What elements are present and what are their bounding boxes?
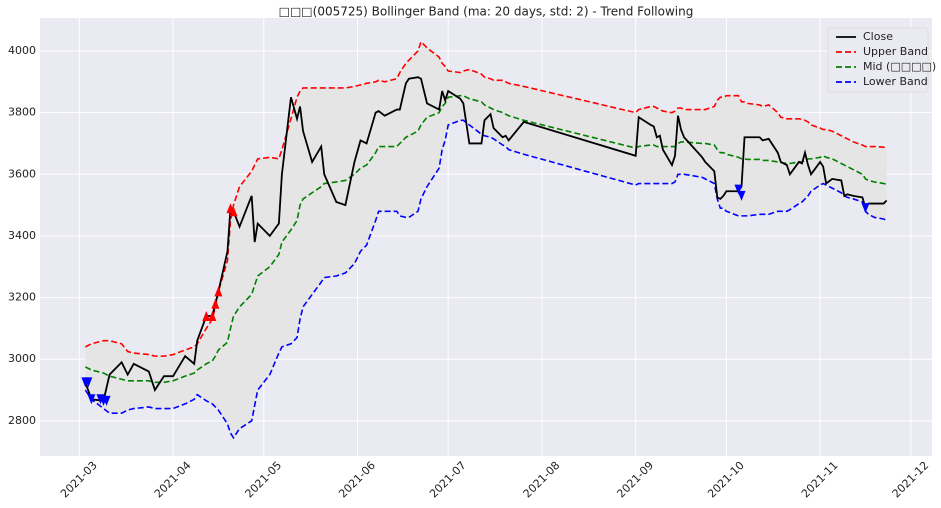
sell-marker: [102, 395, 111, 406]
series-line: [84, 94, 887, 384]
x-tick-label: 2021-09: [614, 459, 656, 501]
buy-marker: [202, 311, 211, 322]
y-tick-label: 3000: [8, 352, 36, 365]
buy-marker: [214, 286, 223, 297]
x-tick-label: 2021-08: [521, 459, 563, 501]
x-tick-label: 2021-06: [336, 459, 378, 501]
x-tick-label: 2021-05: [243, 459, 285, 501]
y-tick-label: 3200: [8, 291, 36, 304]
x-tick-label: 2021-12: [890, 459, 932, 501]
buy-marker: [211, 298, 220, 309]
buy-marker: [229, 206, 238, 217]
legend-label: Lower Band: [863, 75, 928, 88]
legend-box: [827, 27, 929, 93]
sell-marker: [87, 394, 96, 405]
legend-label: Close: [863, 30, 893, 43]
y-tick-label: 3800: [8, 106, 36, 119]
sell-marker: [861, 203, 870, 214]
y-tick-label: 3400: [8, 229, 36, 242]
x-tick-label: 2021-03: [58, 459, 100, 501]
x-tick-label: 2021-07: [427, 459, 469, 501]
x-tick-label: 2021-10: [705, 459, 747, 501]
sell-marker: [737, 190, 746, 201]
x-tick-label: 2021-11: [799, 459, 841, 501]
buy-marker: [208, 311, 217, 322]
y-tick-label: 3600: [8, 167, 36, 180]
sell-marker: [734, 184, 743, 195]
legend-label: Mid (□□□□): [863, 60, 936, 73]
y-tick-label: 4000: [8, 44, 36, 57]
legend-label: Upper Band: [863, 45, 928, 58]
x-tick-label: 2021-04: [152, 459, 194, 501]
y-tick-label: 2800: [8, 414, 36, 427]
chart-title: □□□(005725) Bollinger Band (ma: 20 days,…: [279, 5, 694, 19]
sell-marker: [84, 377, 93, 388]
